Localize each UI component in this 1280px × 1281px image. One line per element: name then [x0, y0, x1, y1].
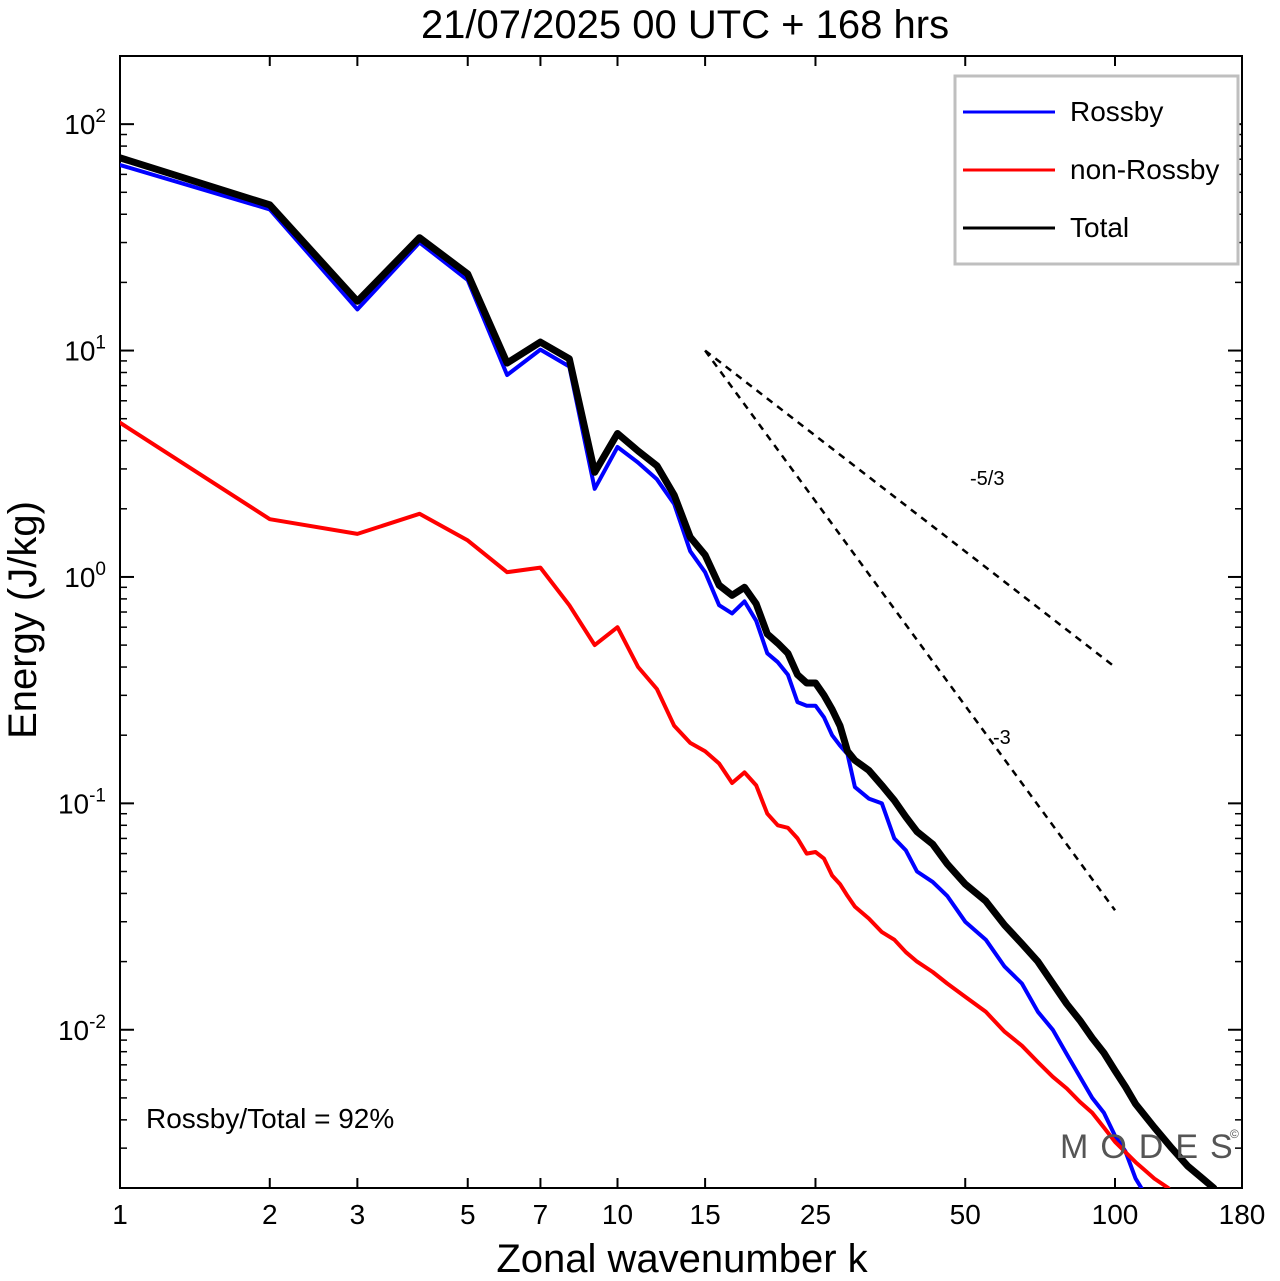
legend-label-total: Total: [1070, 212, 1129, 243]
x-tick-label: 25: [800, 1199, 831, 1230]
x-tick-label: 1: [112, 1199, 128, 1230]
x-tick-label: 3: [350, 1199, 366, 1230]
slope-label: -5/3: [970, 468, 1004, 490]
legend-label-rossby: Rossby: [1070, 96, 1163, 127]
plot-area: [120, 154, 1218, 1188]
axis-tick-labels: 1 2 3 5 7 10 15 25 50 100 180 102 101 100 10-1 10-2: [58, 106, 1265, 1230]
slope-line: [704, 349, 1117, 912]
series-layer: [120, 154, 1218, 1188]
modes-watermark: MODES: [1060, 1128, 1245, 1166]
legend-label-non-rossby: non-Rossby: [1070, 154, 1219, 185]
x-tick-label: 50: [950, 1199, 981, 1230]
x-tick-label: 15: [690, 1199, 721, 1230]
reference-slopes: [704, 349, 1117, 912]
x-tick-label: 10: [602, 1199, 633, 1230]
legend: Rossby non-Rossby Total: [953, 74, 1240, 266]
slope-label: -3: [993, 727, 1011, 749]
x-tick-label: 7: [533, 1199, 549, 1230]
y-tick-label: 100: [64, 559, 106, 593]
y-tick-label: 102: [64, 106, 106, 140]
x-tick-label: 180: [1219, 1199, 1266, 1230]
x-axis-label: Zonal wavenumber k: [496, 1237, 868, 1281]
watermark-copyright: ©: [1230, 1127, 1239, 1141]
plot-frame: [119, 55, 1243, 1189]
y-axis-label: Energy (J/kg): [1, 501, 45, 739]
chart-title: 21/07/2025 00 UTC + 168 hrs: [421, 3, 949, 47]
y-tick-label: 10-2: [58, 1012, 106, 1046]
x-tick-label: 2: [262, 1199, 278, 1230]
slope-line: [704, 349, 1116, 669]
x-tick-label: 5: [460, 1199, 476, 1230]
y-tick-label: 10-1: [58, 785, 106, 819]
rossby-ratio-annotation: Rossby/Total = 92%: [146, 1103, 394, 1134]
series-line-non-rossby: [120, 420, 1171, 1188]
series-line-rossby: [120, 163, 1144, 1188]
y-tick-label: 101: [64, 333, 106, 367]
x-tick-label: 100: [1092, 1199, 1139, 1230]
series-line-total: [120, 154, 1218, 1188]
